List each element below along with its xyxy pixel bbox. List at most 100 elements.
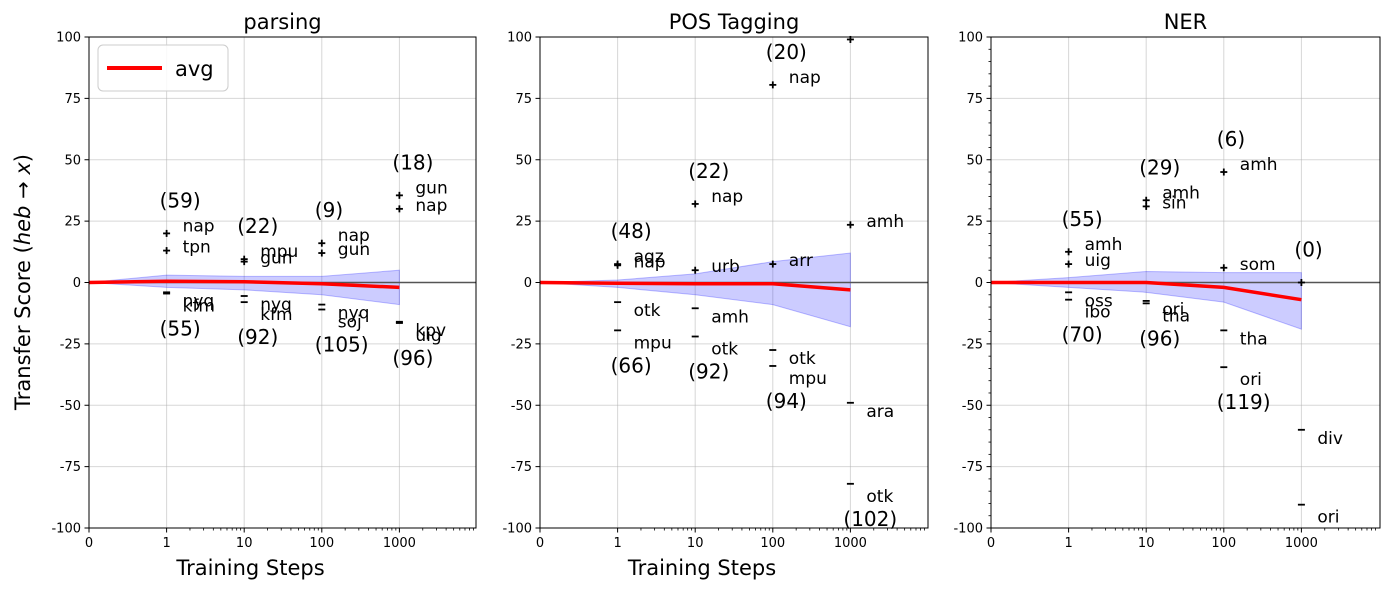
y-tick-label: 100 [56,31,81,46]
y-tick-label: -75 [511,460,532,475]
sample-count-label: (22) [688,159,729,183]
sample-count-label: (59) [160,188,201,212]
x-tick-label: 10 [1138,536,1155,551]
y-tick-label: 50 [966,153,983,168]
legend-avg-label: avg [175,57,214,81]
panel-title: NER [1164,10,1208,34]
language-label: nap [338,226,370,246]
y-tick-label: 50 [64,153,81,168]
language-label: nap [415,196,447,216]
y-tick-label: -50 [962,399,983,414]
y-tick-label: 25 [515,215,532,230]
language-label: arr [789,251,813,271]
language-label: ori [1162,300,1184,320]
sample-count-label: (92) [688,360,729,384]
language-label: sin [1162,193,1186,213]
x-axis-label: Training Steps [627,556,776,580]
y-tick-label: 75 [966,92,983,107]
language-label: nyq [338,304,370,324]
sample-count-label: (9) [315,198,343,222]
sample-count-label: (29) [1139,155,1180,179]
sample-count-label: (48) [611,219,652,243]
language-label: tha [1240,329,1268,349]
language-label: uig [1085,251,1111,271]
x-tick-label: 1000 [1285,536,1318,551]
x-tick-label: 10 [687,536,704,551]
language-label: nyq [260,295,292,315]
y-tick-label: 50 [515,153,532,168]
language-label: ibo [1085,303,1111,323]
sample-count-label: (55) [1062,207,1103,231]
language-label: mpu [789,369,827,389]
sample-count-label: (20) [766,40,807,64]
y-tick-label: -100 [953,522,983,537]
x-tick-label: 10 [236,536,253,551]
language-label: som [1240,255,1276,275]
language-label: nap [789,68,821,88]
y-tick-label: -25 [511,337,532,352]
avg-line [88,279,400,290]
legend-box [97,44,229,92]
sample-count-label: (92) [237,325,278,349]
panel-title: parsing [243,10,321,34]
y-tick-label: 0 [73,276,81,291]
language-label: otk [866,487,893,507]
sample-count-label: (119) [1217,390,1271,414]
y-axis-label-suffix: ) [11,154,35,162]
language-label: gun [415,178,447,198]
language-label: nap [183,216,215,236]
language-label: nap [634,252,666,272]
x-tick-label: 1 [1064,536,1072,551]
avg-line [991,280,1302,302]
sample-count-label: (6) [1217,127,1245,151]
y-tick-label: -25 [962,337,983,352]
y-axis-label-prefix: Transfer Score ( [11,245,35,411]
language-label: kfm [183,297,215,317]
language-label: amh [866,212,904,232]
y-tick-label: 75 [64,92,81,107]
panel-1: aqznap(48)napurb(22)naparr(20)amhotkmpu(… [502,10,929,580]
sample-count-label: (55) [160,317,201,341]
language-label: ori [1317,508,1339,528]
language-label: gun [260,249,292,269]
language-label: uig [415,326,441,346]
x-tick-label: 1000 [383,536,416,551]
x-tick-label: 100 [309,536,334,551]
sample-count-label: (66) [611,353,652,377]
x-tick-label: 100 [760,536,785,551]
x-tick-label: 1 [162,536,170,551]
language-label: aqz [634,247,664,267]
sample-count-label: (96) [392,346,433,370]
y-tick-label: 25 [64,215,81,230]
x-tick-label: 0 [987,536,995,551]
y-tick-label: 25 [966,215,983,230]
y-tick-label: 0 [524,276,532,291]
legend: avg [97,44,229,92]
language-label: div [1317,429,1343,449]
y-tick-label: 75 [515,92,532,107]
language-label: otk [789,349,816,369]
panel-title: POS Tagging [669,10,800,34]
x-tick-label: 0 [536,536,544,551]
avg-line [539,280,851,292]
y-tick-label: -50 [511,399,532,414]
sample-count-label: (94) [766,389,807,413]
language-label: kpv [415,321,446,341]
language-label: mpu [260,242,298,262]
y-tick-label: -100 [502,522,532,537]
language-label: otk [711,340,738,360]
y-axis-label-target: x [11,162,35,176]
y-tick-label: 0 [975,276,983,291]
sample-count-label: (102) [843,507,897,531]
language-label: urb [711,257,740,277]
language-label: amh [1162,183,1200,203]
sample-count-label: (70) [1062,323,1103,347]
x-tick-label: 0 [85,536,93,551]
language-label: kfm [260,305,292,325]
language-label: amh [711,307,749,327]
y-tick-label: 100 [958,31,983,46]
